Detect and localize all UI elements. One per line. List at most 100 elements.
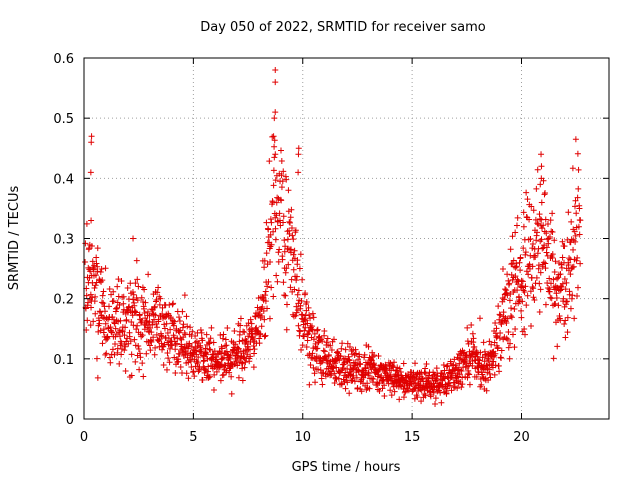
data-point <box>422 365 429 372</box>
data-point <box>139 332 146 339</box>
data-point <box>132 308 139 315</box>
data-point <box>161 325 168 332</box>
data-point <box>111 320 118 327</box>
data-point <box>516 297 523 304</box>
data-point <box>561 275 568 282</box>
data-point <box>252 313 259 320</box>
data-point <box>141 286 148 293</box>
data-point <box>272 109 279 116</box>
data-point <box>562 286 569 293</box>
data-point <box>339 340 346 347</box>
data-point <box>185 375 192 382</box>
data-point <box>219 345 226 352</box>
data-point <box>263 250 270 257</box>
data-point <box>548 295 555 302</box>
data-point <box>539 225 546 232</box>
data-point <box>568 218 575 225</box>
data-point <box>177 327 184 334</box>
data-point <box>317 367 324 374</box>
data-point <box>537 181 544 188</box>
data-point <box>129 312 136 319</box>
data-point <box>249 327 256 334</box>
data-point <box>474 353 481 360</box>
data-point <box>512 273 519 280</box>
data-point <box>532 253 539 260</box>
data-point <box>103 350 110 357</box>
data-point <box>271 137 278 144</box>
data-point <box>340 365 347 372</box>
data-point <box>312 379 319 386</box>
data-point <box>270 293 277 300</box>
data-point <box>199 377 206 384</box>
data-point <box>261 316 268 323</box>
data-point <box>522 249 529 256</box>
data-point <box>314 327 321 334</box>
data-point <box>282 269 289 276</box>
data-point <box>527 236 534 243</box>
data-point <box>175 358 182 365</box>
data-point <box>167 326 174 333</box>
data-point <box>349 351 356 358</box>
data-point <box>120 293 127 300</box>
data-point <box>493 325 500 332</box>
data-point <box>155 284 162 291</box>
data-point <box>469 330 476 337</box>
data-point <box>533 274 540 281</box>
data-point <box>344 340 351 347</box>
data-point <box>118 351 125 358</box>
data-point <box>316 354 323 361</box>
data-point <box>189 328 196 335</box>
data-point <box>287 284 294 291</box>
data-point <box>287 214 294 221</box>
data-point <box>375 353 382 360</box>
data-point <box>186 340 193 347</box>
data-point <box>464 374 471 381</box>
data-point <box>328 346 335 353</box>
data-point <box>433 377 440 384</box>
data-point <box>288 206 295 213</box>
data-point <box>108 329 115 336</box>
data-point <box>573 210 580 217</box>
data-point <box>274 194 281 201</box>
data-point <box>211 371 218 378</box>
data-point <box>570 263 577 270</box>
data-point <box>150 334 157 341</box>
data-point <box>298 297 305 304</box>
data-point <box>530 294 537 301</box>
data-point <box>394 364 401 371</box>
data-point <box>267 216 274 223</box>
data-point <box>562 317 569 324</box>
data-point <box>528 203 535 210</box>
data-point <box>303 343 310 350</box>
data-point <box>97 268 104 275</box>
data-point <box>351 378 358 385</box>
data-point <box>153 296 160 303</box>
data-point <box>492 350 499 357</box>
data-point <box>195 354 202 361</box>
data-point <box>346 390 353 397</box>
data-point <box>519 278 526 285</box>
data-point <box>283 265 290 272</box>
data-point <box>240 354 247 361</box>
data-point <box>254 309 261 316</box>
data-point <box>437 389 444 396</box>
data-point <box>93 355 100 362</box>
data-point <box>575 185 582 192</box>
data-point <box>291 247 298 254</box>
data-point <box>465 370 472 377</box>
data-point <box>166 359 173 366</box>
data-point <box>206 346 213 353</box>
data-point <box>165 335 172 342</box>
data-point <box>132 280 139 287</box>
data-point <box>284 236 291 243</box>
data-point <box>301 333 308 340</box>
data-point <box>512 264 519 271</box>
data-point <box>267 258 274 265</box>
data-point <box>368 375 375 382</box>
data-point <box>247 353 254 360</box>
data-point <box>539 245 546 252</box>
data-point <box>505 344 512 351</box>
data-point <box>272 177 279 184</box>
data-point <box>396 396 403 403</box>
data-point <box>533 185 540 192</box>
